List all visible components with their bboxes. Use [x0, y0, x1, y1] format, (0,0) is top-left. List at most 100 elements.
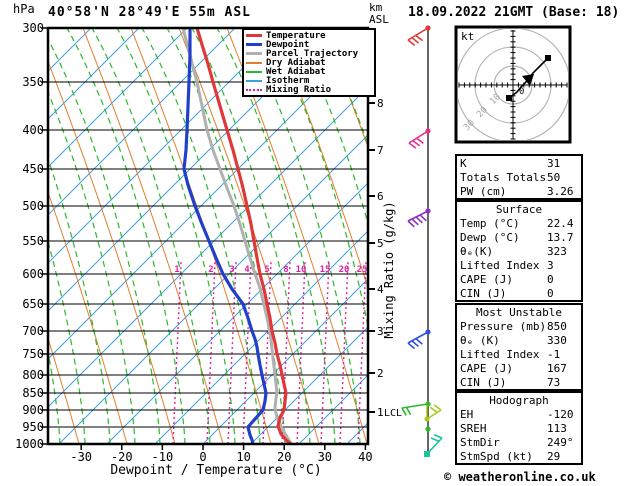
altitude-tick-label: 1 — [377, 406, 384, 419]
pressure-tick-label: 700 — [22, 324, 44, 338]
panel-row-value: 0 — [547, 273, 554, 286]
panel-title: Surface — [495, 203, 543, 216]
panel-row: Temp (°C) 22.4 — [457, 217, 581, 231]
indices-panel-most-unstable: Most Unstable Pressure (mb) 850 θₑ (K) 330 Li… — [455, 303, 583, 391]
altitude-tick-label: 7 — [377, 144, 384, 157]
panel-row-value: -1 — [547, 348, 561, 361]
panel-row: CIN (J) 73 — [457, 376, 581, 390]
temperature-curve — [195, 27, 292, 446]
altitude-tick-label: 6 — [377, 190, 384, 203]
indices-panel-hodograph: Hodograph EH -120 SREH 113 StmDir 249° StmSpd (… — [455, 391, 583, 465]
mixing-ratio-line — [281, 261, 291, 443]
panel-row-label: CAPE (J) — [460, 273, 513, 286]
mixing-ratio-labels: 1 2 3 4 5 8 10 15 20 25 — [174, 265, 367, 275]
temperature-tick-label: -20 — [111, 450, 133, 464]
pressure-tick-label: 400 — [22, 123, 44, 137]
panel-row: Pressure (mb) 850 — [457, 320, 581, 334]
legend-entry: Parcel Trajectory — [246, 49, 372, 59]
panel-row-label: Pressure (mb) — [460, 320, 547, 333]
legend-entry: Dewpoint — [246, 39, 372, 50]
panel-row-value: 29 — [547, 450, 561, 463]
hodograph-arrowhead — [522, 74, 534, 86]
mixing-ratio-label: 25 — [357, 265, 368, 275]
dry-adiabat-line — [49, 193, 128, 443]
hodograph-trace — [508, 57, 549, 99]
legend-line-sample-icon — [246, 34, 262, 37]
panel-row-label: Lifted Index — [460, 348, 540, 361]
hodograph-origin-label: 0 — [519, 87, 524, 97]
mixing-ratio-label: 20 — [339, 265, 350, 275]
mixing-ratio-line — [242, 261, 252, 443]
altitude-axis: 8 7 6 5 4 3 2 1 LCL — [368, 97, 402, 419]
panel-title: Most Unstable — [475, 306, 563, 319]
panel-row-value: 323 — [547, 245, 567, 258]
mixing-ratio-line — [172, 261, 182, 443]
isotherm-line — [49, 29, 331, 311]
panel-row-value: 850 — [547, 320, 567, 333]
panel-row-value: 330 — [547, 334, 567, 347]
temperature-tick-label: -10 — [152, 450, 174, 464]
mixing-ratio-line — [296, 261, 306, 443]
wind-barb-column — [401, 25, 443, 457]
pressure-tick-label: 950 — [22, 420, 44, 434]
mixing-ratio-line — [206, 261, 216, 443]
dry-adiabat-line — [49, 339, 80, 443]
legend-entry: Temperature — [246, 30, 372, 41]
temperature-axis-label: Dewpoint / Temperature (°C) — [110, 463, 322, 478]
legend-line-sample-icon — [246, 52, 262, 55]
pressure-unit-label: hPa — [13, 2, 35, 16]
isotherm-line — [49, 29, 235, 215]
pressure-tick-label: 500 — [22, 199, 44, 213]
dry-adiabat-line — [178, 29, 320, 443]
mixing-ratio-line — [339, 261, 349, 443]
valid-time-title: 18.09.2022 21GMT (Base: 18) — [408, 5, 620, 20]
pressure-tick-label: 800 — [22, 368, 44, 382]
pressure-tick-label: 750 — [22, 347, 44, 361]
panel-row-value: 73 — [547, 376, 561, 389]
hodograph-ring-label: 20 — [475, 105, 490, 120]
temperature-tick-label: 40 — [358, 450, 372, 464]
station-title: 40°58'N 28°49'E 55m ASL — [48, 5, 252, 20]
pressure-tick-label: 550 — [22, 234, 44, 248]
copyright-footer: © weatheronline.co.uk — [444, 470, 596, 484]
panel-row: θₑ (K) 330 — [457, 334, 581, 348]
panel-row-label: StmDir — [460, 436, 500, 449]
panel-row-label: Temp (°C) — [460, 217, 520, 230]
panel-row: CAPE (J) 167 — [457, 362, 581, 376]
legend-entry-label: Temperature — [266, 30, 326, 41]
legend-entry-label: Isotherm — [266, 75, 310, 86]
panel-row-value: 31 — [547, 157, 561, 170]
mixing-ratio-line — [357, 261, 367, 443]
mixing-ratio-line — [262, 261, 272, 443]
lcl-label: LCL — [384, 408, 402, 419]
legend-line-sample-icon — [246, 88, 262, 91]
panel-row-label: K — [460, 157, 467, 170]
panel-row-value: -120 — [547, 408, 574, 421]
legend-entry-label: Dewpoint — [266, 39, 310, 50]
panel-row-label: Lifted Index — [460, 259, 540, 272]
panel-row-value: 22.4 — [547, 217, 574, 230]
pressure-tick-label: 300 — [22, 21, 44, 35]
isotherm-line — [49, 29, 139, 119]
wet-adiabat-line — [66, 29, 186, 443]
panel-row: CIN (J) 0 — [457, 287, 581, 301]
panel-row: Lifted Index -1 — [457, 348, 581, 362]
legend-line-sample-icon — [246, 79, 262, 82]
panel-row-value: 13.7 — [547, 231, 574, 244]
altitude-tick-label: 4 — [377, 283, 384, 296]
wind-barb-icon — [424, 404, 442, 422]
legend-line-sample-icon — [246, 70, 262, 73]
pressure-tick-label: 650 — [22, 297, 44, 311]
altitude-unit-km: km — [369, 1, 383, 14]
panel-row: StmDir 249° — [457, 436, 581, 450]
temperature-tick-label: -30 — [70, 450, 92, 464]
hodograph-ring-label: 10 — [488, 92, 503, 107]
legend-entry: Mixing Ratio — [246, 85, 372, 95]
dewpoint-curve — [182, 28, 268, 445]
panel-row-label: CAPE (J) — [460, 362, 513, 375]
temperature-tick-label: 10 — [236, 450, 250, 464]
legend-box: Temperature Dewpoint Parcel Trajectory Dry … — [242, 28, 376, 97]
isotherm-line — [49, 29, 187, 167]
pressure-tick-label: 600 — [22, 267, 44, 281]
